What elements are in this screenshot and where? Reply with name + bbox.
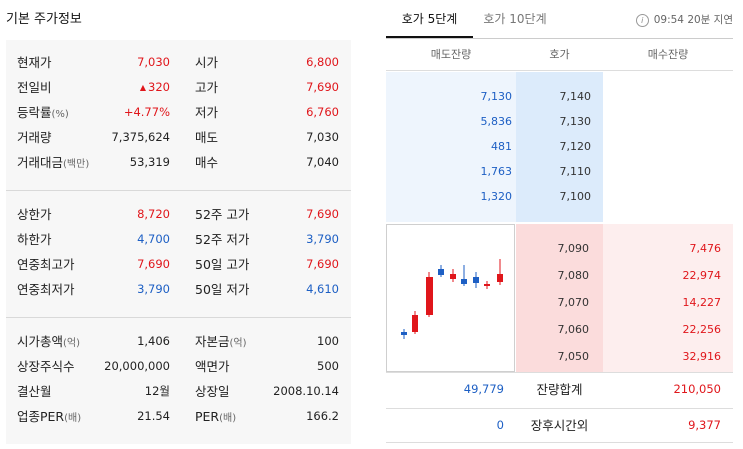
total-remaining-row: 49,779 잔량합계 210,050 bbox=[386, 373, 733, 406]
info-row: 등락률(%) +4.77% 저가 6,760 bbox=[6, 100, 351, 125]
section-divider bbox=[6, 317, 351, 318]
info-row: 업종PER(배) 21.54 PER(배) 166.2 bbox=[17, 409, 339, 424]
summary-divider bbox=[386, 408, 733, 409]
delay-text: 09:54 20분 지연 bbox=[653, 14, 733, 26]
bid-row: 7,090 7,476 bbox=[516, 236, 733, 261]
trade-amount: 53,319 bbox=[129, 155, 170, 169]
candle bbox=[484, 281, 490, 289]
up-arrow-icon: ▲ bbox=[139, 83, 147, 92]
ask-row: 1,763 7,110 bbox=[386, 159, 603, 184]
open-price: 6,800 bbox=[306, 55, 339, 69]
ask-price: 7,140 bbox=[559, 90, 592, 103]
current-price: 7,030 bbox=[137, 55, 170, 69]
info-icon[interactable]: i bbox=[635, 13, 649, 27]
bid-row: 7,050 32,916 bbox=[516, 344, 733, 369]
candle bbox=[450, 269, 456, 282]
after-hours-row: 0 장후시간외 9,377 bbox=[386, 409, 733, 442]
candle bbox=[412, 311, 418, 334]
candle bbox=[461, 265, 467, 286]
header-price: 호가 bbox=[549, 48, 570, 61]
bid-qty: 32,916 bbox=[682, 350, 722, 363]
tab-divider bbox=[386, 38, 733, 39]
header-ask-qty: 매도잔량 bbox=[430, 48, 472, 61]
bid-qty-column bbox=[603, 224, 733, 372]
bid-qty: 22,256 bbox=[682, 323, 722, 336]
delay-info: i 09:54 20분 지연 bbox=[635, 12, 733, 27]
bid-row: 7,080 22,974 bbox=[516, 263, 733, 288]
intraday-candle-chart bbox=[386, 224, 515, 372]
change-rate: +4.77% bbox=[123, 105, 170, 119]
bid-price: 7,050 bbox=[557, 350, 590, 363]
candle bbox=[401, 329, 407, 339]
orderbook-header: 매도잔량 호가 매수잔량 bbox=[386, 39, 733, 71]
bid-price: 7,070 bbox=[557, 296, 590, 309]
info-row: 거래대금(백만) 53,319 매수 7,040 bbox=[6, 150, 351, 175]
section-divider bbox=[6, 190, 351, 191]
info-row: 전일비 ▲ 320 고가 7,690 bbox=[6, 75, 351, 100]
bid-price: 7,090 bbox=[557, 242, 590, 255]
info-row: 연중최저가 3,790 50일 저가 4,610 bbox=[17, 282, 339, 297]
ask-qty: 5,836 bbox=[480, 115, 513, 128]
header-bid-qty: 매수잔량 bbox=[647, 48, 689, 61]
ask-price: 7,120 bbox=[559, 140, 592, 153]
candle bbox=[497, 259, 503, 285]
total-remaining-label: 잔량합계 bbox=[536, 382, 583, 397]
info-row: 상한가 8,720 52주 고가 7,690 bbox=[17, 207, 339, 222]
info-row: 연중최고가 7,690 50일 고가 7,690 bbox=[17, 257, 339, 272]
info-row: 거래량 7,375,624 매도 7,030 bbox=[6, 125, 351, 150]
ask-row: 7,130 7,140 bbox=[386, 84, 603, 109]
candle bbox=[438, 265, 444, 277]
after-bid-qty: 9,377 bbox=[688, 418, 721, 432]
bid-price: 7,060 bbox=[557, 323, 590, 336]
change-value: ▲ 320 bbox=[139, 80, 170, 94]
candle-chart-svg bbox=[401, 259, 503, 339]
stock-info-title: 기본 주가정보 bbox=[6, 12, 82, 27]
low-price: 6,760 bbox=[306, 105, 339, 119]
ask-row: 1,320 7,100 bbox=[386, 184, 603, 209]
total-ask-qty: 49,779 bbox=[463, 382, 504, 396]
candle bbox=[426, 272, 433, 317]
after-hours-label: 장후시간외 bbox=[530, 418, 589, 433]
ask-price-column bbox=[516, 72, 603, 222]
after-ask-qty: 0 bbox=[496, 418, 504, 432]
ask-qty: 1,320 bbox=[480, 190, 513, 203]
volume: 7,375,624 bbox=[111, 130, 170, 144]
ask-qty-column bbox=[386, 72, 516, 222]
info-row: 하한가 4,700 52주 저가 3,790 bbox=[17, 232, 339, 247]
bottom-border bbox=[386, 442, 733, 443]
ask-row: 5,836 7,130 bbox=[386, 109, 603, 134]
ask-row: 481 7,120 bbox=[386, 134, 603, 159]
ask-price: 7,110 bbox=[559, 165, 592, 178]
info-row: 상장주식수 20,000,000 액면가 500 bbox=[17, 359, 339, 374]
bid-qty: 22,974 bbox=[682, 269, 722, 282]
summary-divider bbox=[386, 372, 733, 373]
bid-row: 7,060 22,256 bbox=[516, 317, 733, 342]
bid-price: 7,040 bbox=[306, 155, 339, 169]
ask-price: 7,100 bbox=[559, 190, 592, 203]
orderbook-tabs: 호가 5단계 호가 10단계 i 09:54 20분 지연 bbox=[386, 0, 733, 38]
bid-price-column bbox=[516, 224, 603, 372]
bid-row: 7,070 14,227 bbox=[516, 290, 733, 315]
bid-qty: 14,227 bbox=[682, 296, 722, 309]
high-price: 7,690 bbox=[306, 80, 339, 94]
bid-qty: 7,476 bbox=[689, 242, 722, 255]
info-row: 현재가 7,030 시가 6,800 bbox=[6, 50, 351, 75]
bid-price: 7,080 bbox=[557, 269, 590, 282]
tab-5-levels[interactable]: 호가 5단계 bbox=[386, 0, 473, 38]
info-row: 시가총액(억) 1,406 자본금(억) 100 bbox=[17, 334, 339, 349]
total-bid-qty: 210,050 bbox=[673, 382, 721, 396]
candle bbox=[473, 272, 479, 288]
ask-qty: 1,763 bbox=[480, 165, 513, 178]
ask-qty: 481 bbox=[491, 140, 512, 153]
ask-price: 7,130 bbox=[559, 115, 592, 128]
tab-10-levels[interactable]: 호가 10단계 bbox=[483, 12, 547, 26]
info-row: 결산월 12월 상장일 2008.10.14 bbox=[17, 384, 339, 399]
ask-qty: 7,130 bbox=[480, 90, 513, 103]
ask-price: 7,030 bbox=[306, 130, 339, 144]
basic-stock-info-panel: 현재가 7,030 시가 6,800 전일비 ▲ 320 고가 7,690 등락률… bbox=[6, 40, 351, 444]
